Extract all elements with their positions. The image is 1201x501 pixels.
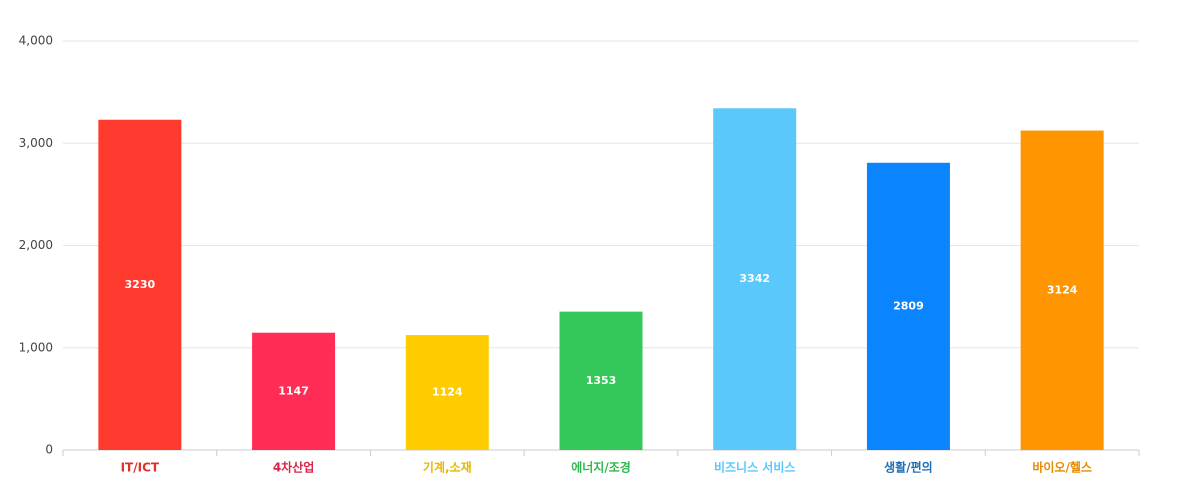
y-tick-label: 4,000 <box>19 34 53 48</box>
x-tick-label: 기계,소재 <box>423 460 472 475</box>
x-tick-label: 4차산업 <box>273 460 314 475</box>
y-tick-label: 2,000 <box>19 238 53 252</box>
bar <box>559 311 643 450</box>
bar <box>866 162 950 450</box>
value-label: 2809 <box>893 299 924 312</box>
bar <box>98 119 182 451</box>
y-tick-label: 1,000 <box>19 340 53 354</box>
value-label: 1353 <box>586 374 617 387</box>
y-tick-label: 0 <box>45 443 53 457</box>
bar <box>405 335 489 450</box>
bar <box>713 108 797 450</box>
x-tick-label: IT/ICT <box>121 461 160 475</box>
x-tick-label: 에너지/조경 <box>571 460 631 475</box>
x-tick-label: 바이오/헬스 <box>1032 460 1092 475</box>
value-label: 3124 <box>1047 283 1078 296</box>
value-label: 3342 <box>739 272 770 285</box>
x-tick-label: 생활/편의 <box>884 460 933 475</box>
bar <box>252 332 336 450</box>
value-label: 1147 <box>278 384 309 397</box>
x-tick-label: 비즈니스 서비스 <box>714 460 795 475</box>
value-label: 1124 <box>432 386 463 399</box>
value-label: 3230 <box>125 278 156 291</box>
y-tick-label: 3,000 <box>19 136 53 150</box>
bar <box>1020 130 1104 451</box>
